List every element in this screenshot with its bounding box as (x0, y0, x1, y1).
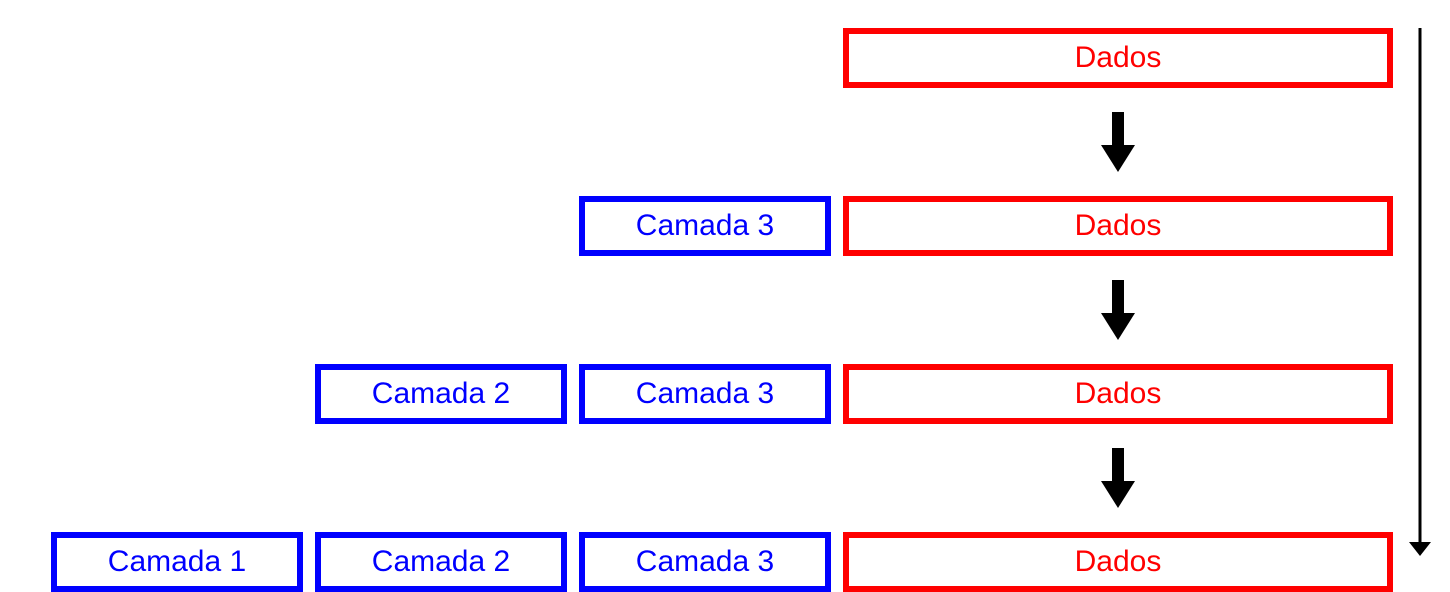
down-arrow-icon (1101, 112, 1135, 172)
data-box: Dados (843, 532, 1393, 592)
layer-box: Camada 3 (579, 364, 831, 424)
down-arrow-icon (1101, 448, 1135, 508)
data-box: Dados (843, 196, 1393, 256)
down-arrow-icon (1101, 280, 1135, 340)
data-box: Dados (843, 28, 1393, 88)
flow-direction-arrow-icon (1409, 28, 1431, 556)
layer-box: Camada 3 (579, 196, 831, 256)
data-box: Dados (843, 364, 1393, 424)
layer-box: Camada 2 (315, 532, 567, 592)
layer-box: Camada 3 (579, 532, 831, 592)
layer-box: Camada 2 (315, 364, 567, 424)
layer-box: Camada 1 (51, 532, 303, 592)
